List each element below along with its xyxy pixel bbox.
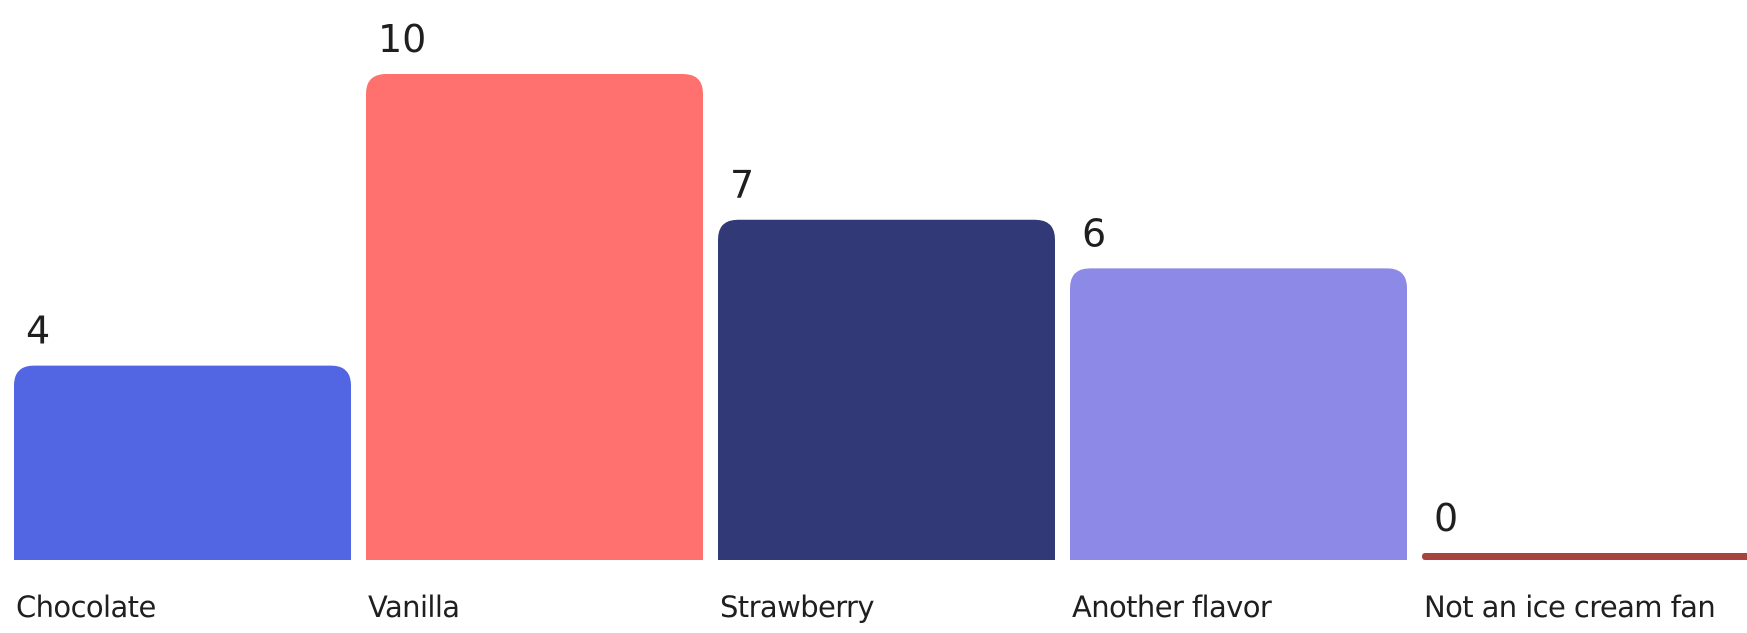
category-label-another-flavor: Another flavor — [1072, 590, 1272, 624]
category-label-not-an-ice-cream-fan: Not an ice cream fan — [1424, 590, 1715, 624]
bar-another-flavor — [1070, 268, 1407, 560]
value-label-chocolate: 4 — [26, 309, 50, 353]
category-label-chocolate: Chocolate — [16, 590, 156, 624]
category-label-strawberry: Strawberry — [720, 590, 874, 624]
bar-not-an-ice-cream-fan — [1422, 553, 1747, 560]
value-label-vanilla: 10 — [378, 17, 426, 61]
value-label-not-an-ice-cream-fan: 0 — [1434, 496, 1458, 540]
bar-chocolate — [14, 365, 351, 560]
value-label-another-flavor: 6 — [1082, 211, 1106, 255]
bar-vanilla — [366, 74, 703, 560]
category-label-vanilla: Vanilla — [368, 590, 459, 624]
value-label-strawberry: 7 — [730, 163, 754, 207]
bar-strawberry — [718, 219, 1055, 561]
